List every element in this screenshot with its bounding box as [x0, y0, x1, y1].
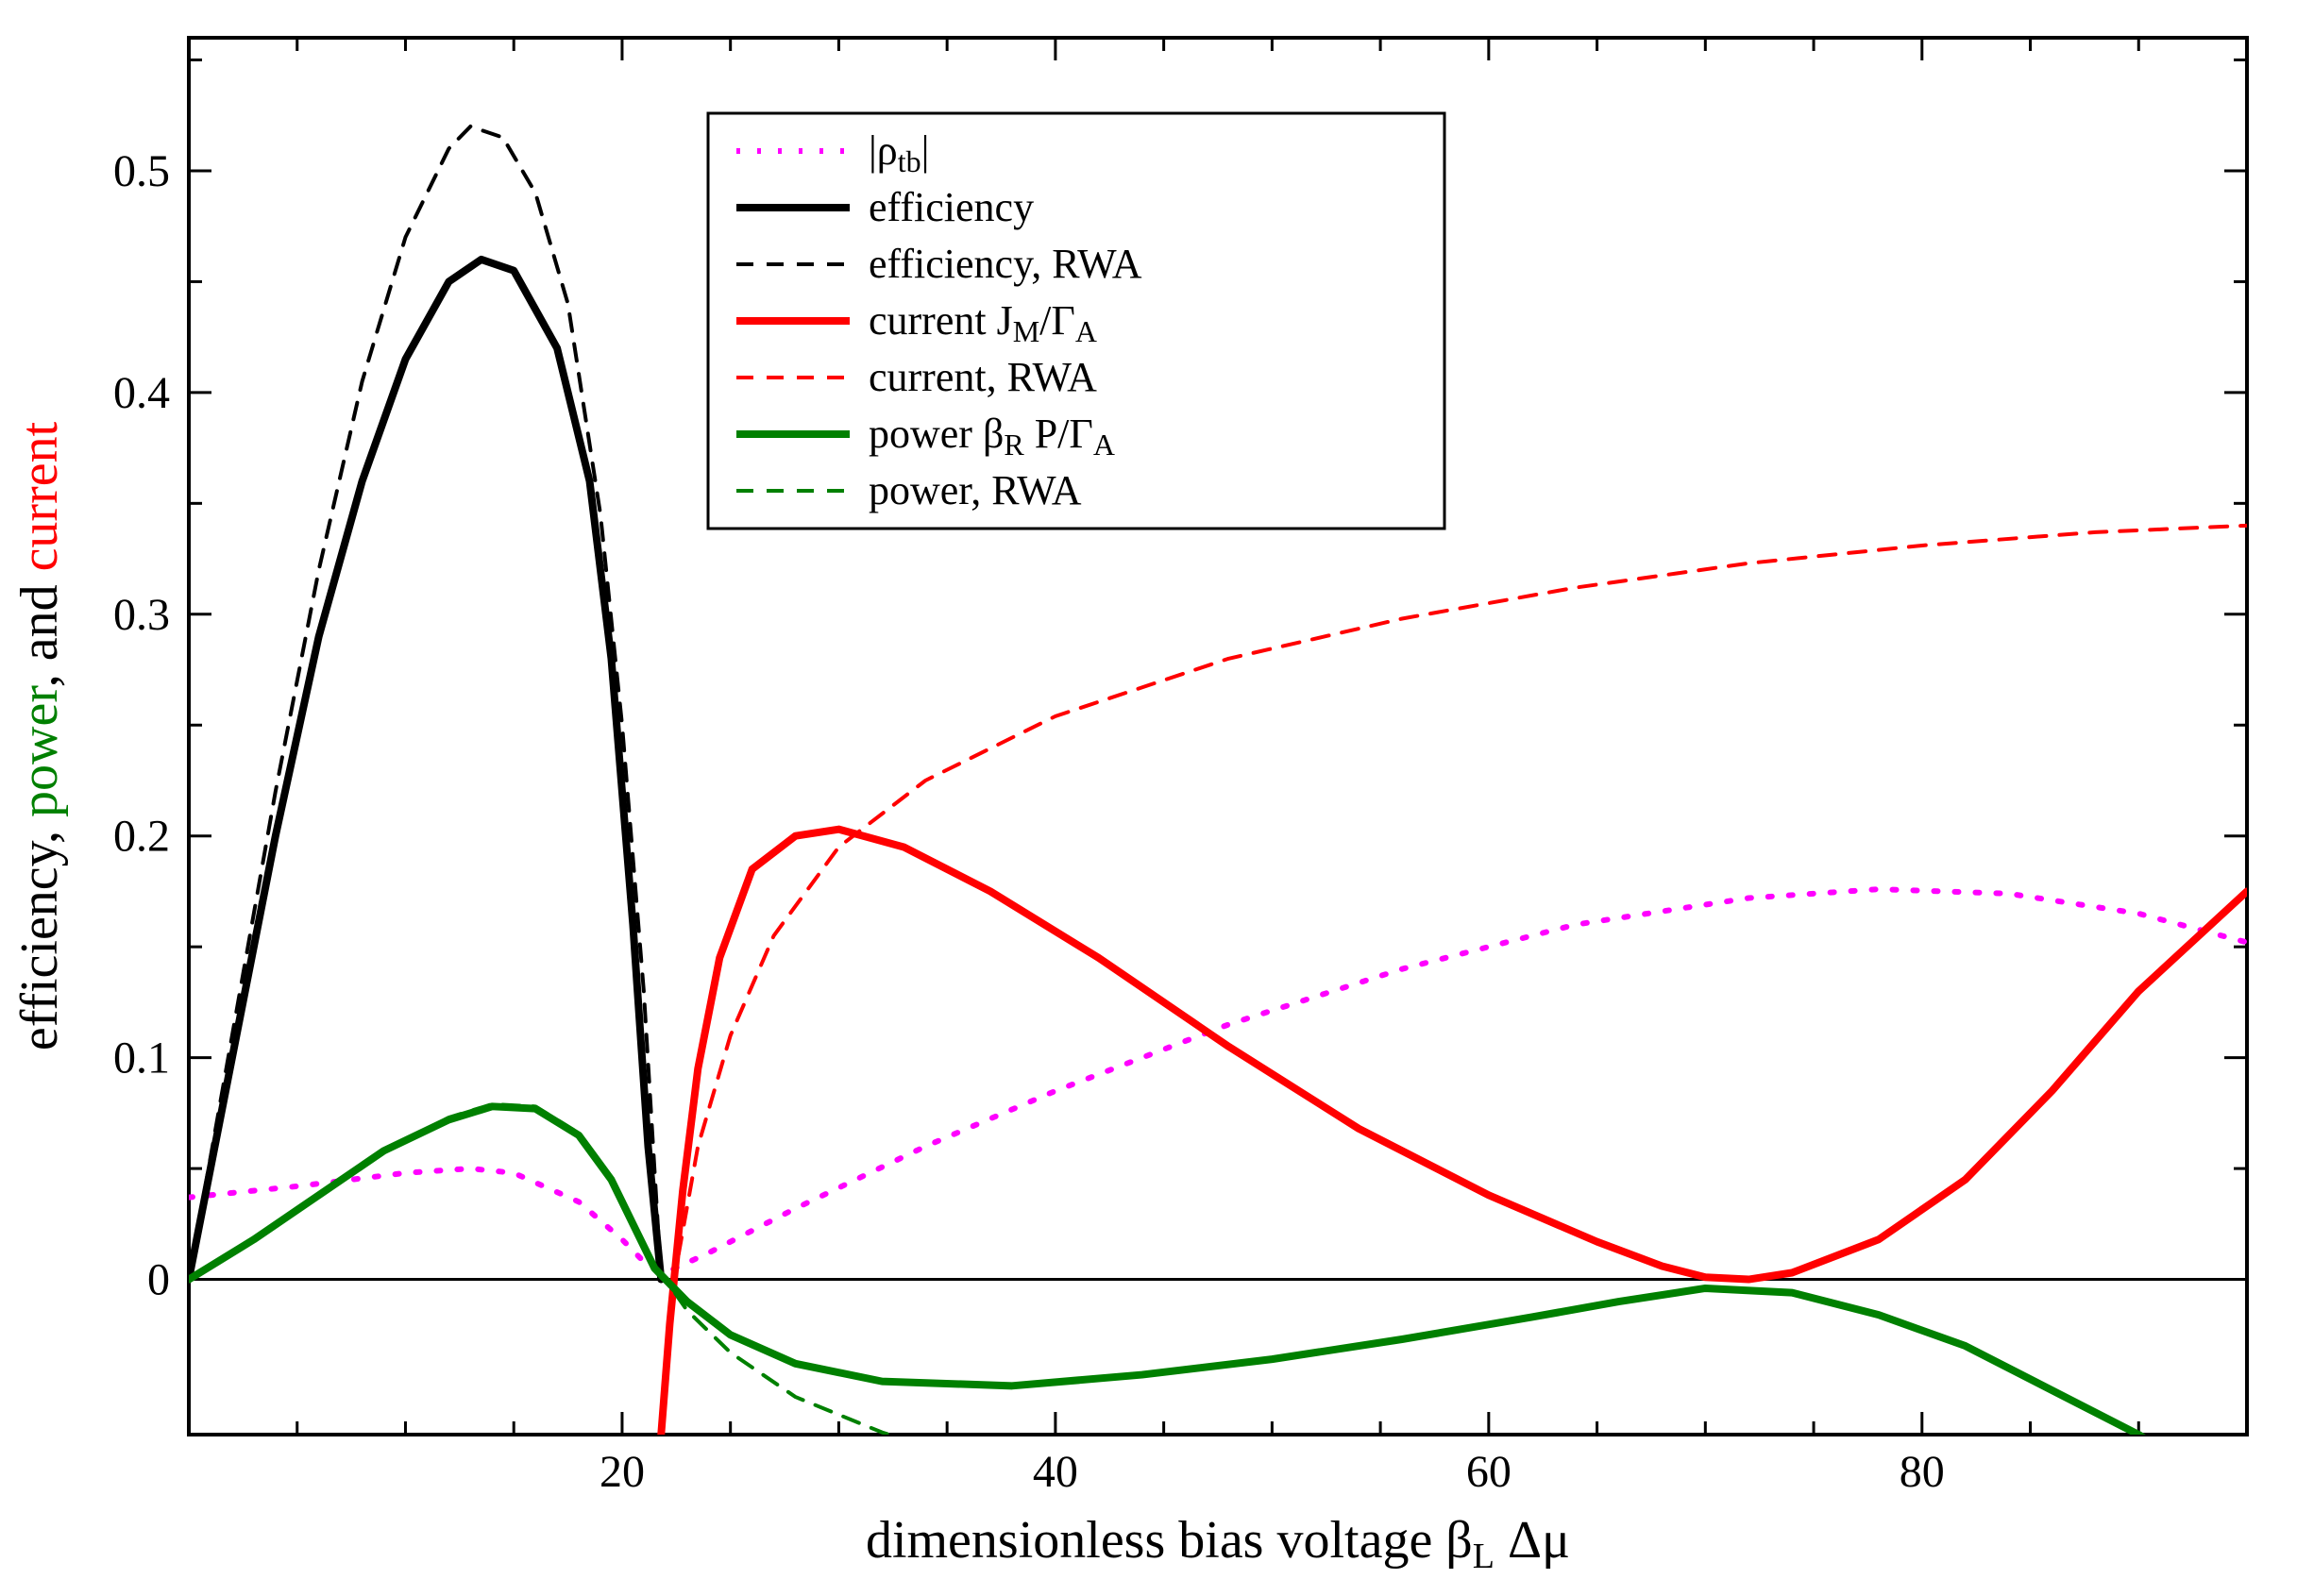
series-cur: [661, 830, 2247, 1435]
legend-label: power, RWA: [869, 467, 1082, 513]
legend-label: current JM/ΓA: [869, 297, 1097, 348]
xtick-label: 80: [1900, 1447, 1945, 1497]
xtick-label: 60: [1466, 1447, 1512, 1497]
ytick-label: 0.1: [113, 1033, 170, 1084]
series-rho: [189, 889, 2247, 1272]
y-axis-title: efficiency, power, and current: [10, 421, 69, 1050]
series-cur_rwa: [661, 526, 2247, 1435]
series-eff_rwa: [189, 126, 661, 1280]
legend-label: current, RWA: [869, 354, 1097, 400]
legend-label: efficiency: [869, 184, 1034, 230]
xtick-label: 40: [1033, 1447, 1078, 1497]
ytick-label: 0.2: [113, 812, 170, 862]
chart-container: 20 40 60 80 0 0.1 0.2 0.3 0.4 0.5 dimensionless bi…: [0, 0, 2297, 1596]
ytick-label: 0: [147, 1255, 170, 1305]
ytick-label: 0.5: [113, 146, 170, 196]
series-pow: [189, 1106, 2182, 1461]
xtick-label: 20: [600, 1447, 645, 1497]
legend-label: efficiency, RWA: [869, 241, 1142, 287]
x-axis-title: dimensionless bias voltage βL Δμ: [866, 1511, 1570, 1576]
legend-label: power βR P/ΓA: [869, 411, 1115, 462]
ytick-label: 0.4: [113, 368, 170, 418]
ytick-label: 0.3: [113, 590, 170, 640]
chart-svg: 20 40 60 80 0 0.1 0.2 0.3 0.4 0.5 dimensionless bi…: [0, 0, 2297, 1596]
series-eff: [189, 260, 661, 1280]
